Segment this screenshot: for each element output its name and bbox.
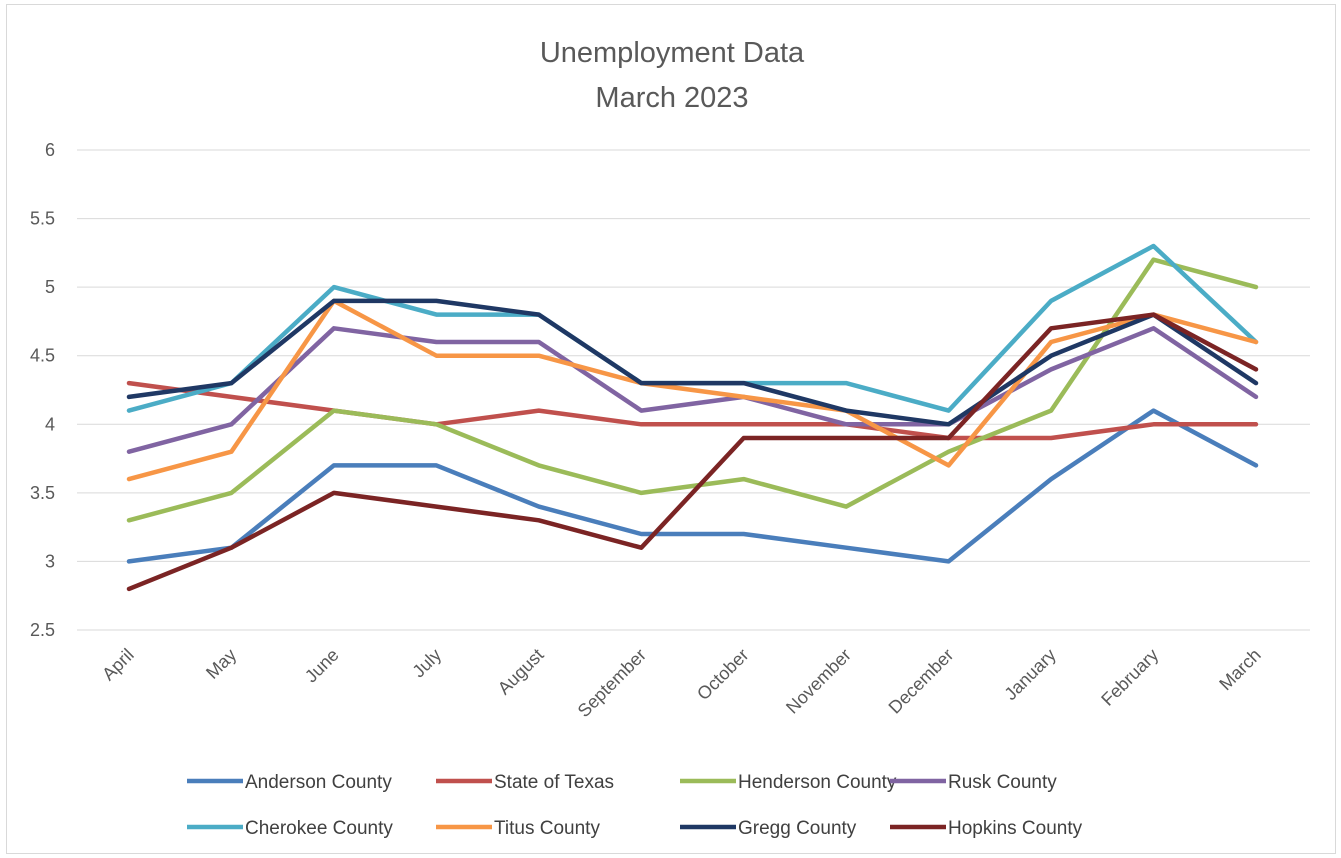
x-tick-label: July	[408, 645, 445, 682]
series-line	[126, 257, 1259, 523]
x-tick-label: June	[301, 645, 343, 687]
series-line	[126, 326, 1259, 454]
legend-label: Henderson County	[738, 772, 897, 793]
legend: Anderson County State of Texas Henderson C…	[187, 772, 1083, 839]
legend-label: Gregg County	[738, 818, 857, 839]
chart-subtitle: March 2023	[595, 82, 748, 114]
y-tick-label: 2.5	[30, 620, 55, 640]
x-tick-label: March	[1215, 645, 1265, 695]
series-line	[126, 298, 1259, 482]
y-tick-label: 3	[45, 551, 55, 571]
legend-label: State of Texas	[494, 772, 614, 793]
x-tick-label: August	[494, 645, 548, 699]
chart-frame	[6, 4, 1336, 854]
legend-label: Rusk County	[948, 772, 1057, 793]
x-tick-label: April	[98, 645, 138, 685]
legend-label: Cherokee County	[245, 818, 393, 839]
x-axis-ticks: April May June July August September October No…	[98, 645, 1265, 721]
y-axis-ticks: 2.5 3 3.5 4 4.5 5 5.5 6	[30, 140, 55, 640]
series-line	[126, 312, 1259, 592]
series-lines	[126, 243, 1259, 592]
series-line	[126, 408, 1259, 564]
series-line	[126, 298, 1259, 427]
series-line	[126, 380, 1259, 441]
y-tick-label: 5.5	[30, 209, 55, 229]
x-tick-label: February	[1097, 645, 1162, 710]
x-tick-label: January	[1000, 645, 1059, 704]
x-tick-label: November	[782, 645, 855, 718]
y-tick-label: 4.5	[30, 346, 55, 366]
legend-label: Titus County	[494, 818, 600, 839]
x-tick-label: October	[693, 645, 752, 704]
legend-label: Anderson County	[245, 772, 392, 793]
x-tick-label: September	[574, 645, 650, 721]
gridlines	[77, 149, 1310, 631]
y-tick-label: 5	[45, 277, 55, 297]
legend-label: Hopkins County	[948, 818, 1083, 839]
x-tick-label: May	[202, 645, 240, 683]
y-tick-label: 4	[45, 414, 55, 434]
y-tick-label: 6	[45, 140, 55, 160]
y-tick-label: 3.5	[30, 483, 55, 503]
chart-title: Unemployment Data	[540, 37, 805, 69]
x-tick-label: December	[885, 645, 958, 718]
